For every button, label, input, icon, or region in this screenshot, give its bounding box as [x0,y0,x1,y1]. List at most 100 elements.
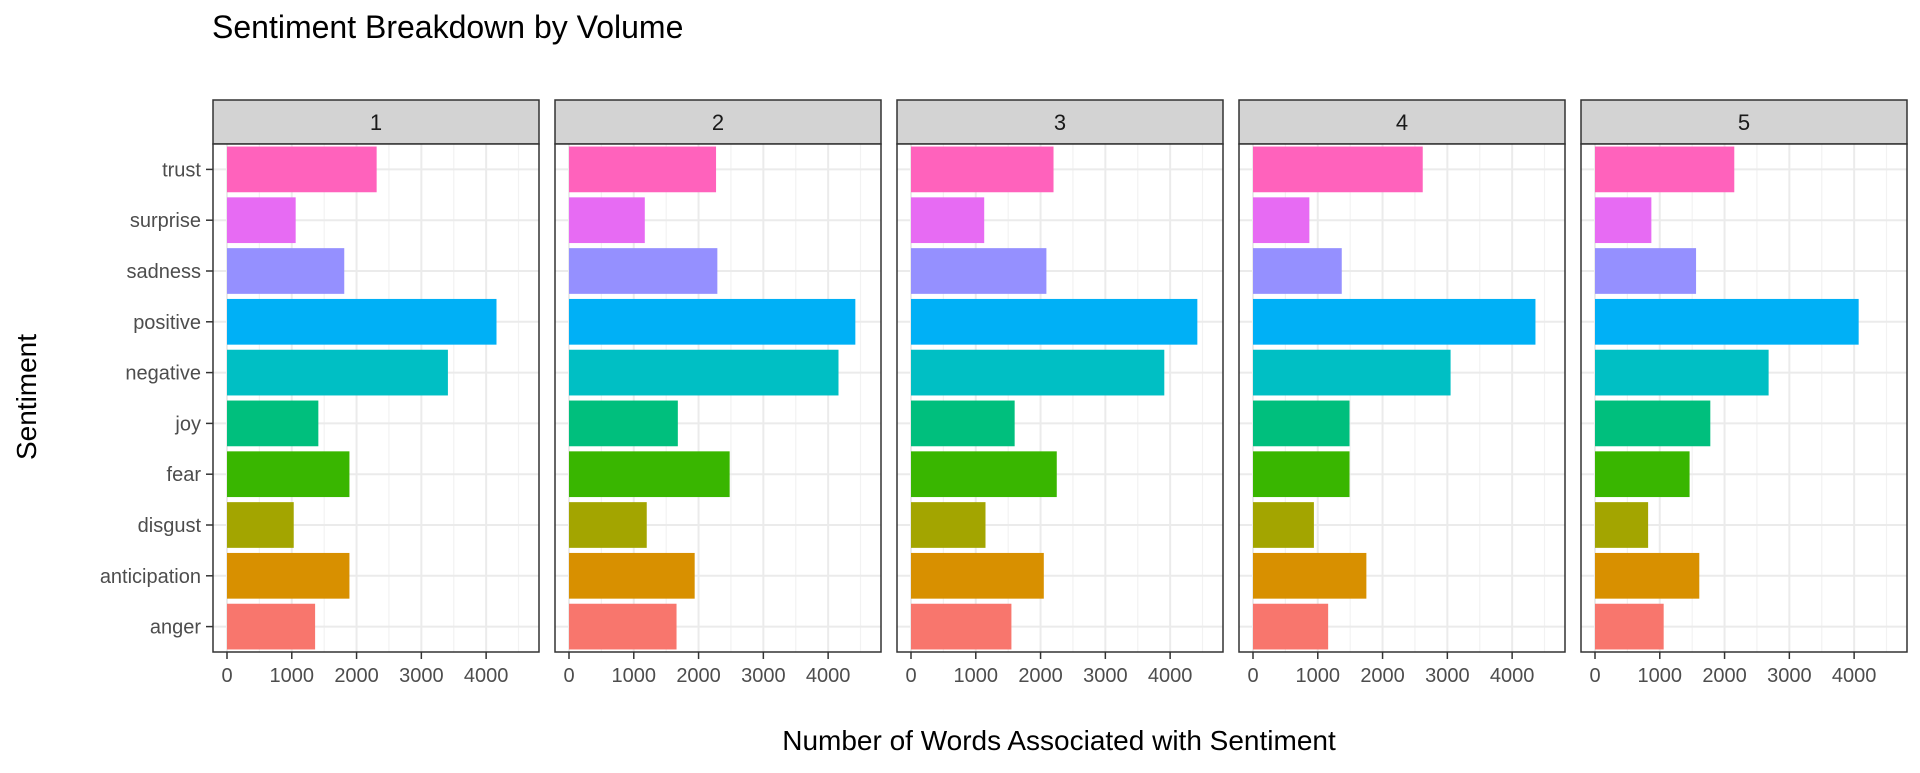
facet-strip-label: 5 [1738,110,1750,135]
facet-strip-label: 2 [712,110,724,135]
x-tick-label: 2000 [1702,665,1747,687]
bar-surprise [569,197,645,244]
x-tick-label: 0 [221,665,232,687]
bar-joy [1253,400,1350,447]
x-tick-label: 0 [563,665,574,687]
bar-anticipation [1253,552,1367,599]
facet-strip [1580,99,1908,145]
facet-strip [896,99,1224,145]
bar-anticipation [227,552,350,599]
bar-fear [227,451,350,498]
facet-panel-2: 2 0 1000 2000 3000 4000 [554,99,882,687]
bar-trust [569,146,717,193]
x-tick-label: 3000 [1425,665,1470,687]
bar-negative [1253,349,1451,396]
bar-positive [569,298,856,345]
bar-disgust [1253,502,1314,548]
bar-trust [227,146,377,193]
x-tick-label: 4000 [1148,665,1193,687]
bar-trust [911,146,1054,193]
bar-disgust [1595,502,1649,548]
x-tick-label: 4000 [464,665,509,687]
bar-positive [227,298,497,345]
y-tick-label-disgust: disgust [138,515,202,537]
facet-panels: 10 1000 2000 3000 4000angeranticipationdisgu… [100,99,1908,687]
bar-positive [911,298,1198,345]
x-tick-label: 0 [905,665,916,687]
bar-joy [911,400,1015,447]
x-tick-label: 4000 [806,665,851,687]
x-tick-label: 4000 [1832,665,1877,687]
bar-anger [911,603,1012,650]
y-tick-label-anger: anger [150,617,201,639]
x-tick-label: 2000 [1360,665,1405,687]
bar-joy [227,400,319,447]
facet-strip-label: 1 [370,110,382,135]
bar-negative [911,349,1165,396]
bar-negative [569,349,839,396]
x-tick-label: 2000 [676,665,721,687]
x-tick-label: 4000 [1490,665,1535,687]
y-tick-label-fear: fear [167,464,202,486]
panel-border [212,143,540,653]
facet-panel-1: 1 0 1000 2000 3000 4000 anger anticipation disgu… [100,99,540,687]
bar-anger [1595,603,1664,650]
bar-sadness [911,248,1047,294]
bar-anticipation [1595,552,1700,599]
y-tick-label-surprise: surprise [130,210,201,232]
y-axis-label: Sentiment [11,334,42,460]
y-tick-label-trust: trust [162,159,201,181]
y-tick-label-joy: joy [174,413,201,435]
x-tick-label: 1000 [1638,665,1683,687]
x-tick-label: 1000 [1296,665,1341,687]
bar-joy [569,400,678,447]
facet-panel-3: 3 0 1000 2000 3000 4000 [896,99,1224,687]
x-tick-label: 3000 [399,665,444,687]
bar-sadness [227,248,345,294]
panel-border [1238,143,1566,653]
bar-fear [911,451,1057,498]
bar-positive [1595,298,1859,345]
bar-negative [227,349,448,396]
x-tick-label: 0 [1247,665,1258,687]
y-tick-label-sadness: sadness [127,261,202,283]
panel-border [1580,143,1908,653]
bar-anger [1253,603,1329,650]
facet-strip [212,99,540,145]
bar-disgust [569,502,647,548]
bar-sadness [1253,248,1342,294]
bar-sadness [569,248,718,294]
facet-strip [554,99,882,145]
bar-trust [1595,146,1735,193]
x-axis-label: Number of Words Associated with Sentimen… [782,725,1336,756]
bar-anticipation [911,552,1044,599]
bar-disgust [911,502,986,548]
x-tick-label: 1000 [612,665,657,687]
bar-surprise [1595,197,1652,244]
x-tick-label: 1000 [270,665,315,687]
facet-panel-4: 4 0 1000 2000 3000 4000 [1238,99,1566,687]
x-tick-label: 2000 [1018,665,1063,687]
bar-surprise [1253,197,1310,244]
chart-title: Sentiment Breakdown by Volume [212,9,683,45]
bar-joy [1595,400,1711,447]
y-tick-label-positive: positive [133,312,201,334]
bar-disgust [227,502,294,548]
y-tick-label-anticipation: anticipation [100,566,201,588]
panel-border [554,143,882,653]
bar-anger [227,603,316,650]
facet-panel-5: 5 0 1000 2000 3000 4000 [1580,99,1908,687]
x-tick-label: 0 [1589,665,1600,687]
facet-strip-label: 4 [1396,110,1408,135]
bar-surprise [227,197,296,244]
y-tick-label-negative: negative [125,363,201,385]
bar-fear [1595,451,1690,498]
bar-surprise [911,197,985,244]
x-tick-label: 2000 [334,665,379,687]
bar-sadness [1595,248,1697,294]
x-tick-label: 1000 [954,665,999,687]
bar-fear [569,451,730,498]
bar-anger [569,603,677,650]
